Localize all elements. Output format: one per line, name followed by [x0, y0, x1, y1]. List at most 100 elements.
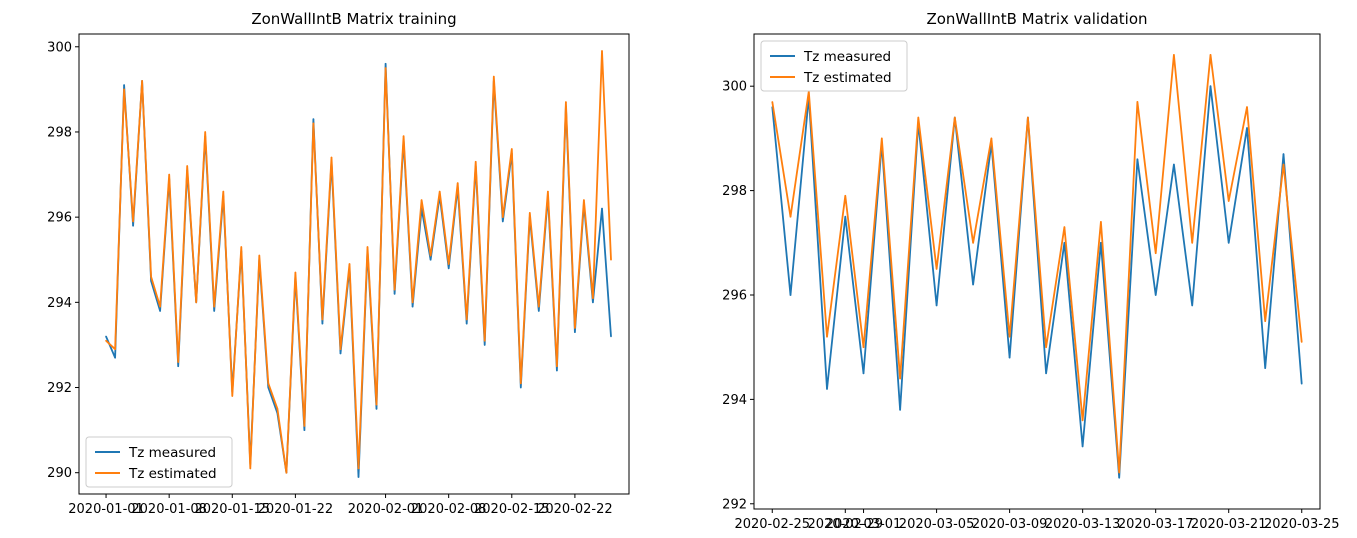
data-point: [114, 356, 116, 359]
y-tick-label: 298: [722, 184, 747, 199]
legend-entry-label: Tz measured: [803, 49, 891, 65]
data-point: [1191, 242, 1193, 244]
x-tick-label: 2020-01-08: [131, 502, 207, 517]
x-tick-label: 2020-02-08: [411, 502, 487, 517]
data-point: [1063, 242, 1066, 244]
data-point: [1191, 304, 1193, 307]
x-tick-label: 2020-02-22: [537, 502, 613, 517]
data-point: [502, 220, 504, 223]
legend-entry-label: Tz estimated: [128, 466, 217, 482]
data-point: [465, 322, 468, 325]
x-tick-label: 2020-03-21: [1191, 517, 1267, 532]
x-tick-label: 2020-03-25: [1264, 517, 1340, 532]
y-tick-label: 296: [722, 288, 747, 303]
data-point: [583, 199, 585, 201]
y-tick-label: 294: [722, 393, 747, 408]
x-tick-label: 2020-03-05: [899, 517, 975, 532]
data-point: [366, 246, 369, 248]
data-point: [1227, 200, 1230, 202]
data-point: [1246, 127, 1248, 129]
data-point: [123, 88, 125, 91]
data-point: [844, 195, 847, 197]
data-point: [483, 344, 486, 346]
data-point: [384, 67, 387, 69]
data-point: [267, 382, 270, 385]
data-point: [447, 263, 450, 265]
legend-box: [85, 436, 233, 488]
data-point: [1100, 242, 1102, 244]
data-point: [105, 339, 107, 342]
data-point: [520, 386, 522, 389]
data-point: [465, 318, 468, 321]
data-point: [357, 476, 360, 478]
data-point: [177, 361, 179, 363]
data-point: [789, 215, 792, 218]
data-point: [1154, 252, 1157, 254]
data-point: [132, 224, 134, 227]
data-point: [899, 377, 901, 380]
data-point: [393, 293, 396, 295]
data-point: [1008, 356, 1011, 359]
data-point: [538, 305, 540, 308]
data-point: [592, 301, 594, 304]
y-tick-label: 292: [47, 381, 72, 396]
data-point: [771, 101, 774, 103]
axes-frame: [78, 33, 630, 495]
data-point: [1282, 163, 1285, 166]
data-point: [141, 80, 143, 82]
data-point: [601, 50, 603, 52]
legend: Tz measured Tz estimated: [760, 40, 908, 92]
data-point: [1227, 242, 1230, 244]
data-point: [285, 471, 288, 474]
data-point: [862, 346, 865, 349]
data-point: [348, 263, 351, 265]
series-line-tz-measured: [771, 85, 1303, 479]
data-point: [1008, 335, 1011, 338]
x-tick-label: 2020-03-17: [1118, 517, 1194, 532]
data-point: [556, 369, 558, 372]
data-point: [511, 148, 513, 150]
data-point: [862, 372, 865, 375]
data-point: [474, 161, 477, 163]
data-point: [1209, 54, 1212, 56]
data-point: [574, 327, 576, 329]
data-point: [565, 101, 567, 103]
data-point: [114, 348, 116, 351]
x-tick-label: 2020-02-29: [808, 517, 884, 532]
data-point: [826, 388, 828, 390]
chart-0: ZonWallIntB Matrix training 290 292 294 296 2…: [47, 10, 630, 517]
data-point: [339, 352, 342, 355]
data-point: [1100, 221, 1102, 223]
data-point: [1118, 471, 1120, 474]
data-point: [303, 429, 306, 431]
data-point: [222, 190, 225, 193]
data-point: [456, 182, 459, 184]
data-point: [610, 335, 612, 338]
x-tick-label: 2020-03-09: [972, 517, 1048, 532]
data-point: [1282, 153, 1285, 155]
legend-entry-label: Tz measured: [128, 445, 216, 461]
x-tick-label: 2020-01-22: [258, 502, 334, 517]
data-point: [204, 131, 206, 133]
data-point: [150, 276, 152, 278]
data-point: [592, 297, 594, 299]
data-point: [159, 305, 161, 308]
data-point: [520, 382, 522, 385]
data-point: [1300, 382, 1303, 385]
data-point: [357, 467, 360, 470]
data-point: [330, 156, 333, 159]
y-tick-label: 296: [47, 211, 72, 226]
data-point: [1300, 341, 1303, 343]
data-point: [1264, 367, 1266, 369]
data-point: [195, 301, 197, 304]
data-point: [502, 216, 504, 218]
x-tick-label: 2020-02-25: [734, 517, 810, 532]
data-point: [990, 137, 993, 140]
data-point: [303, 425, 306, 427]
data-point: [321, 318, 324, 321]
legend: Tz measured Tz estimated: [85, 436, 233, 488]
data-point: [844, 215, 847, 218]
data-point: [411, 305, 414, 308]
data-point: [574, 331, 576, 333]
